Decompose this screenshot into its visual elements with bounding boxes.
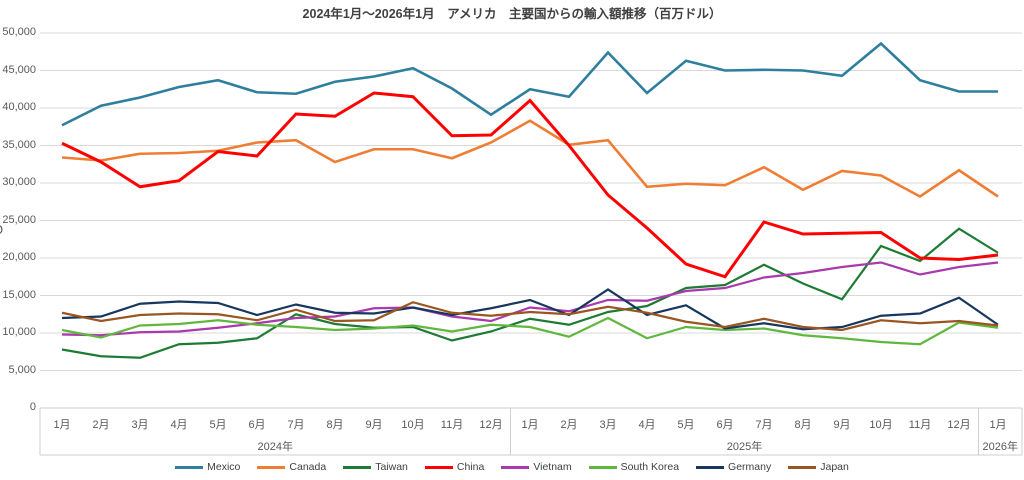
series-line-germany [61, 288, 999, 331]
legend-label: South Korea [620, 461, 680, 473]
x-tick-label: 8月 [794, 419, 812, 431]
y-tick-label: 20,000 [2, 251, 36, 263]
x-tick-label: 1月 [521, 419, 539, 431]
x-tick-label: 10月 [401, 419, 425, 431]
x-tick-label: 8月 [326, 419, 344, 431]
x-tick-label: 3月 [599, 419, 617, 431]
x-tick-label: 7月 [755, 419, 773, 431]
x-tick-label: 12月 [947, 419, 971, 431]
year-label: 2024年 [257, 441, 293, 453]
legend-swatch [424, 465, 453, 469]
x-tick-label: 6月 [248, 419, 266, 431]
x-tick-label: 5月 [677, 419, 695, 431]
y-tick-label: 10,000 [2, 326, 36, 338]
legend-swatch [257, 465, 286, 469]
legend-label: Germany [728, 461, 772, 473]
year-label: 2026年 [982, 441, 1018, 453]
x-tick-label: 10月 [869, 419, 893, 431]
legend-swatch [175, 465, 204, 469]
x-tick-label: 3月 [131, 419, 149, 431]
legend-label: Mexico [207, 461, 241, 473]
legend-item-china: China [424, 461, 485, 473]
x-tick-label: 1月 [53, 419, 71, 431]
series-line-south-korea [61, 316, 999, 346]
legend-label: Vietnam [533, 461, 572, 473]
legend-item-canada: Canada [257, 461, 326, 473]
legend-swatch [588, 465, 617, 469]
legend-swatch [696, 465, 725, 469]
y-tick-label: 35,000 [2, 138, 36, 151]
x-tick-label: 2月 [560, 419, 578, 431]
y-tick-label: 5,000 [8, 363, 36, 376]
series-line-mexico [61, 41, 998, 127]
legend-item-japan: Japan [788, 461, 849, 473]
series-line-taiwan [61, 227, 999, 359]
legend-item-south-korea: South Korea [588, 461, 680, 473]
series-line-vietnam [61, 261, 999, 337]
x-tick-label: 5月 [209, 419, 227, 431]
year-label: 2025年 [726, 441, 763, 453]
y-axis-title-fragment: O [0, 222, 3, 237]
legend-label: Canada [289, 461, 327, 473]
legend-item-vietnam: Vietnam [501, 461, 572, 473]
x-tick-label: 12月 [479, 419, 503, 431]
x-tick-label: 6月 [716, 419, 734, 431]
legend-label: Japan [820, 461, 849, 473]
legend-label: China [456, 461, 485, 473]
legend-item-mexico: Mexico [175, 461, 240, 473]
legend-swatch [788, 465, 817, 469]
x-tick-label: 4月 [170, 419, 188, 431]
x-tick-label: 4月 [638, 419, 656, 431]
y-axis: 0 5,000 10,000 15,000 20,000 25,000 30,000 35,0… [0, 0, 36, 480]
x-tick-label: 2月 [92, 419, 110, 431]
series-line-china [61, 91, 999, 279]
x-tick-label: 9月 [365, 419, 383, 431]
y-tick-label: 40,000 [2, 101, 36, 113]
y-tick-label: 0 [29, 401, 36, 413]
legend-label: Taiwan [375, 461, 408, 473]
x-tick-label: 11月 [908, 419, 932, 431]
x-tick-label: 1月 [989, 419, 1007, 431]
y-tick-label: 15,000 [2, 288, 36, 301]
series-line-japan [61, 301, 999, 332]
y-tick-label: 50,000 [2, 26, 36, 38]
x-tick-label: 9月 [833, 419, 851, 431]
chart-title: 2024年1月～2026年1月 アメリカ 主要国からの輸入額推移（百万ドル） [302, 7, 722, 21]
legend-swatch [343, 465, 372, 469]
x-tick-label: 7月 [287, 419, 305, 431]
legend-item-taiwan: Taiwan [343, 461, 408, 473]
y-tick-label: 25,000 [2, 213, 36, 226]
legend-swatch [501, 465, 530, 469]
y-tick-label: 45,000 [2, 63, 36, 76]
x-tick-label: 11月 [440, 419, 464, 431]
legend-item-germany: Germany [696, 461, 771, 473]
legend: Mexico Canada Taiwan China Vietnam South Kore… [0, 461, 1024, 473]
y-tick-label: 30,000 [2, 176, 36, 188]
